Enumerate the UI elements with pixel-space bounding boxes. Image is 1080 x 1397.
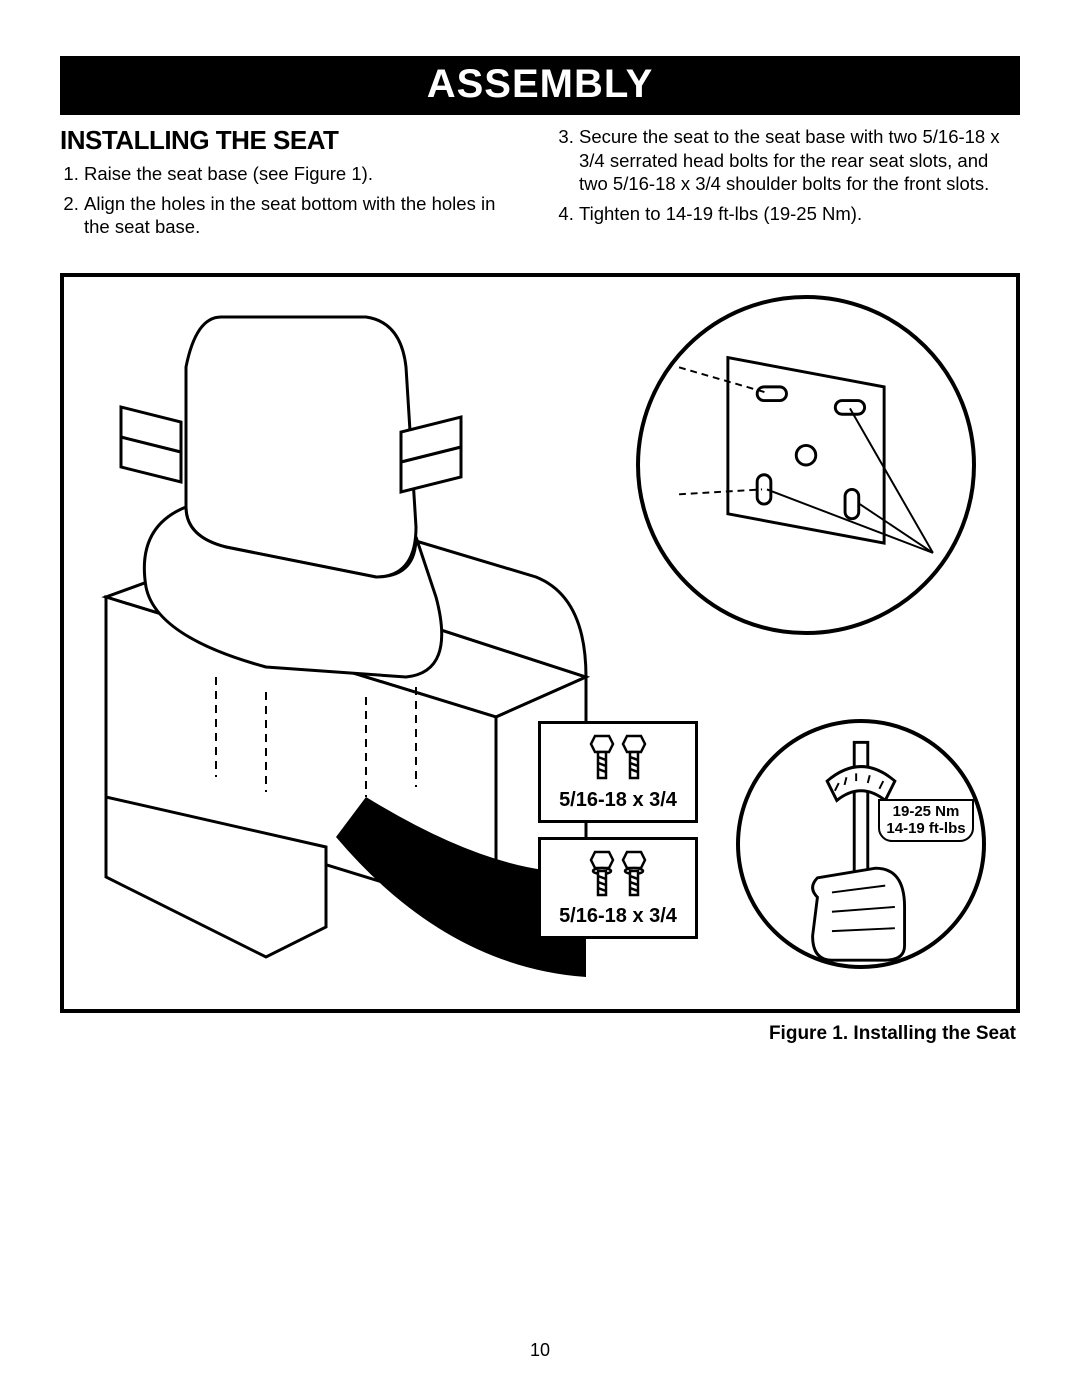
detail-circle-torque: 19-25 Nm 14-19 ft-lbs (736, 719, 986, 969)
bolt-callout-1: 5/16-18 x 3/4 (538, 721, 698, 823)
page-number: 10 (0, 1340, 1080, 1361)
figure-caption: Figure 1. Installing the Seat (60, 1023, 1020, 1045)
bolt-spec-2: 5/16-18 x 3/4 (551, 905, 685, 928)
left-column: INSTALLING THE SEAT Raise the seat base … (60, 125, 525, 245)
torque-nm: 19-25 Nm (885, 804, 967, 821)
instruction-columns: INSTALLING THE SEAT Raise the seat base … (60, 125, 1020, 245)
torque-label: 19-25 Nm 14-19 ft-lbs (878, 799, 974, 842)
figure-box: 19-25 Nm 14-19 ft-lbs (60, 273, 1020, 1013)
detail-circle-bracket (636, 295, 976, 635)
bolt-spec-1: 5/16-18 x 3/4 (551, 789, 685, 812)
step-4: Tighten to 14-19 ft-lbs (19-25 Nm). (579, 202, 1020, 226)
section-heading: INSTALLING THE SEAT (60, 125, 525, 156)
right-column: Secure the seat to the seat base with tw… (555, 125, 1020, 245)
step-2: Align the holes in the seat bottom with … (84, 192, 525, 239)
steps-left: Raise the seat base (see Figure 1). Alig… (60, 162, 525, 239)
bolt-icons-2 (551, 846, 685, 903)
steps-right: Secure the seat to the seat base with tw… (555, 125, 1020, 226)
bolt-icons-1 (551, 730, 685, 787)
step-1: Raise the seat base (see Figure 1). (84, 162, 525, 186)
bolt-callout-2: 5/16-18 x 3/4 (538, 837, 698, 939)
torque-ftlbs: 14-19 ft-lbs (885, 821, 967, 838)
title-bar: ASSEMBLY (60, 56, 1020, 115)
step-3: Secure the seat to the seat base with tw… (579, 125, 1020, 196)
